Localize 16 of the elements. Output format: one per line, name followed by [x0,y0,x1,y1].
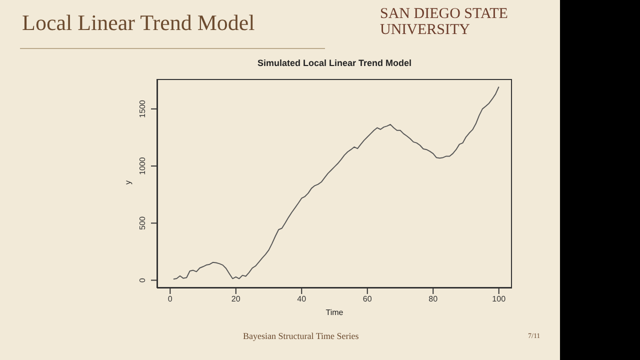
x-tick-label: 60 [362,294,372,304]
x-tick-label: 100 [492,294,506,304]
chart-title: Simulated Local Linear Trend Model [256,58,413,68]
x-tick-label: 20 [231,294,241,304]
y-tick-label: 1000 [138,156,147,175]
y-axis-title: y [124,180,132,184]
y-tick-label: 0 [138,277,147,282]
x-axis-title: Time [324,308,344,317]
text: Bayesian Structural Time Series [243,331,359,341]
x-tick-label: 40 [297,294,307,304]
y-tick-label: 1500 [138,99,147,118]
x-tick-label: 0 [168,294,173,304]
text: SAN DIEGO STATE UNIVERSITY [380,6,509,38]
text: Local Linear Trend Model [22,10,255,36]
x-tick-label: 80 [428,294,438,304]
y-tick-label: 500 [138,216,147,230]
